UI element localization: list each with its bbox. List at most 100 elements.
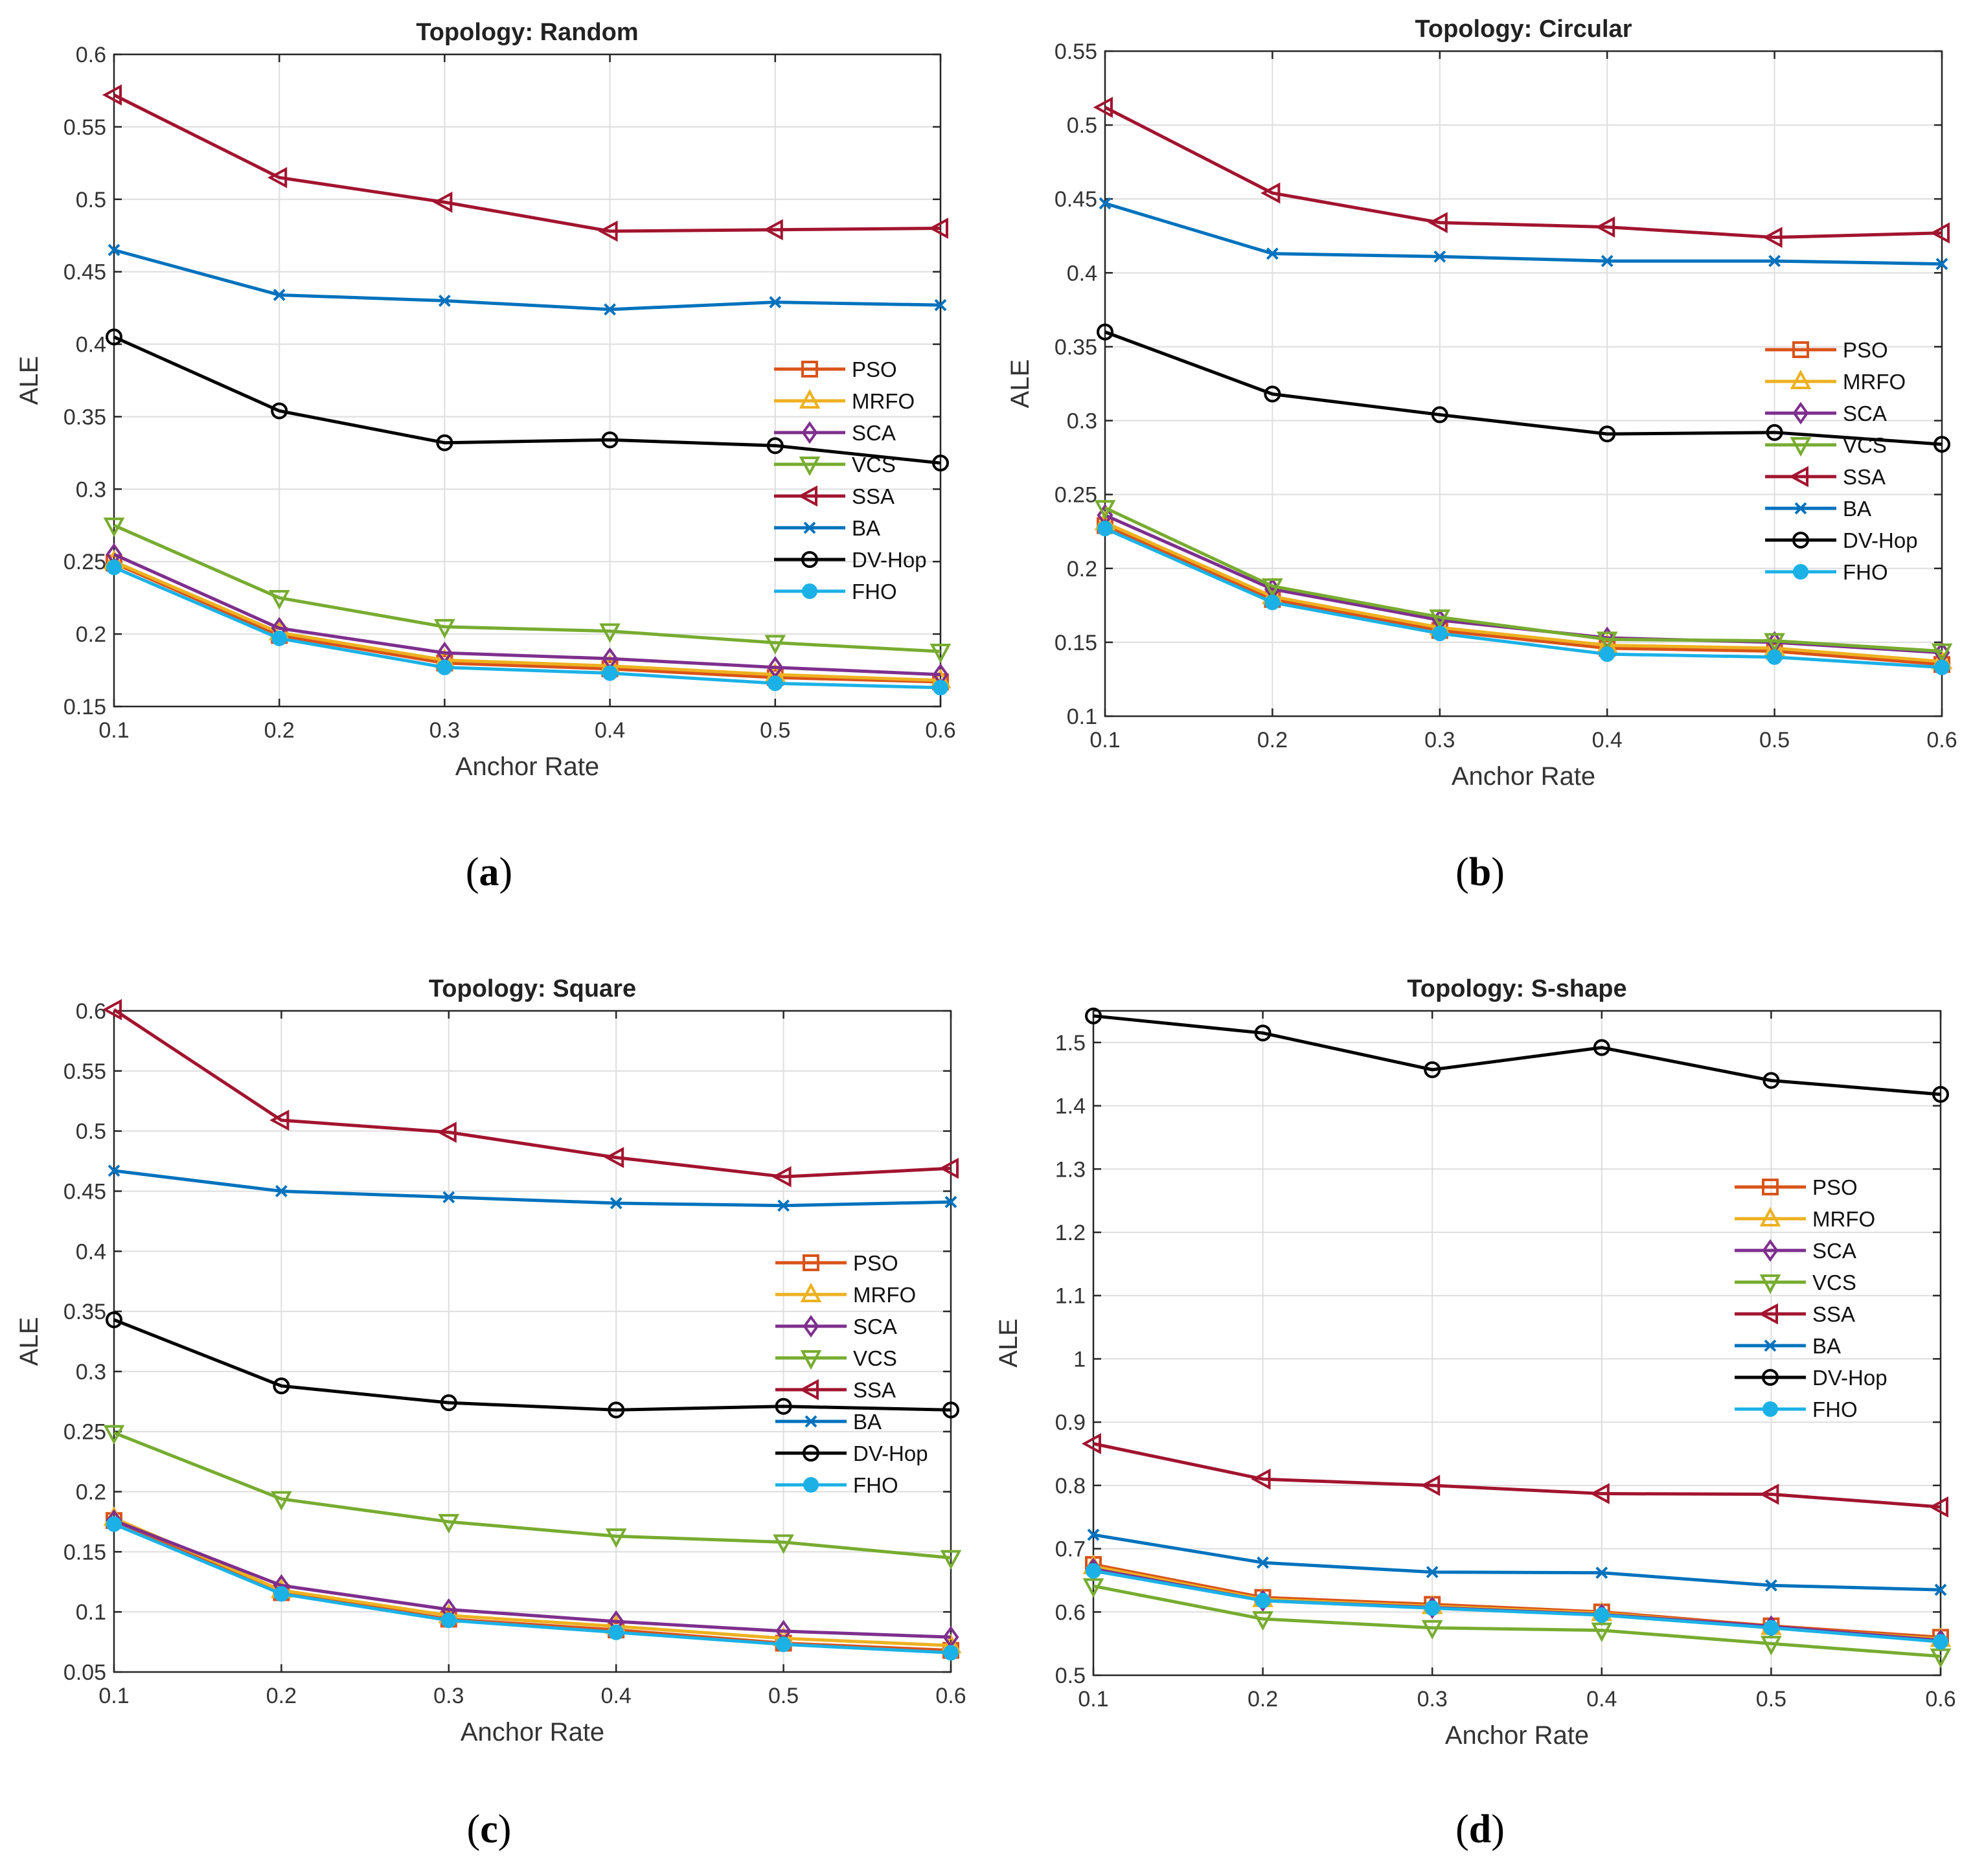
legend-marker — [1762, 1179, 1779, 1195]
legend-marker — [803, 1254, 819, 1271]
legend-marker — [801, 361, 818, 378]
legend-label: SSA — [853, 1378, 896, 1402]
chart-title: Topology: Random — [416, 19, 638, 46]
series-fho — [106, 559, 948, 695]
chart-title: Topology: Circular — [1415, 16, 1632, 43]
legend: PSO MRFO SCA VCS SSA BA DV-Hop FHO — [775, 1251, 928, 1497]
axes-box — [1092, 1010, 1942, 1677]
data-point — [1424, 1061, 1441, 1078]
data-point — [598, 220, 618, 242]
series-ba — [1099, 197, 1948, 271]
series-line — [1093, 1014, 1941, 1096]
data-point — [268, 166, 288, 188]
series-line — [1104, 106, 1943, 240]
series-line — [1104, 524, 1943, 666]
data-point — [604, 1147, 624, 1168]
y-tick-label: 0.3 — [76, 477, 106, 502]
y-tick-label: 0.6 — [76, 43, 106, 67]
data-point — [777, 1199, 790, 1212]
x-tick-label: 0.6 — [1926, 728, 1957, 752]
data-point — [273, 1586, 290, 1602]
data-point — [934, 299, 947, 311]
y-tick-label: 0.55 — [1055, 40, 1097, 64]
data-point — [1255, 1592, 1271, 1609]
series-line — [113, 1519, 952, 1639]
y-tick-label: 0.7 — [1055, 1537, 1086, 1562]
legend-marker — [1759, 1206, 1781, 1226]
data-point — [1601, 254, 1614, 267]
y-tick-label: 0.6 — [1055, 1600, 1086, 1625]
series-line — [113, 1517, 952, 1647]
series-line — [1093, 1584, 1941, 1658]
data-point — [1252, 1611, 1273, 1631]
x-tick-label: 0.2 — [266, 1684, 297, 1708]
legend-marker — [1764, 1339, 1777, 1352]
series-dv-hop — [1085, 1007, 1949, 1103]
legend-label: BA — [852, 516, 880, 540]
y-tick-label: 0.05 — [63, 1660, 106, 1685]
y-tick-label: 0.15 — [63, 695, 106, 719]
legend-marker — [799, 457, 821, 477]
legend-marker — [1788, 466, 1808, 488]
data-point — [106, 328, 122, 346]
series-ba — [108, 1164, 957, 1212]
x-tick-label: 0.5 — [760, 718, 790, 743]
data-point — [1264, 385, 1281, 403]
legend-marker — [1792, 341, 1809, 358]
data-point — [1933, 436, 1950, 453]
series-vcs — [103, 1425, 962, 1570]
series-line — [1093, 1441, 1941, 1509]
data-point — [1264, 594, 1281, 611]
y-tick-label: 0.25 — [63, 1420, 106, 1445]
x-tick-label: 0.1 — [98, 1684, 129, 1708]
legend-label: SCA — [852, 421, 896, 445]
legend-label: VCS — [852, 453, 896, 477]
legend-marker — [1790, 437, 1812, 457]
data-point — [773, 1534, 794, 1554]
legend-label: VCS — [1812, 1271, 1856, 1294]
axes-box — [113, 1010, 952, 1673]
data-point — [1930, 222, 1950, 244]
data-point — [1595, 1566, 1608, 1579]
x-axis-label: Anchor Rate — [461, 1718, 604, 1746]
legend-marker — [800, 1282, 822, 1302]
data-point — [1593, 1039, 1610, 1056]
data-point — [1097, 323, 1113, 341]
series-fho — [1097, 521, 1950, 675]
legend-label: BA — [1843, 497, 1871, 521]
y-tick-label: 0.9 — [1055, 1410, 1086, 1435]
series-line — [113, 561, 941, 684]
legend-label: PSO — [1843, 338, 1888, 362]
legend-marker — [801, 421, 818, 444]
x-tick-label: 0.5 — [1756, 1687, 1786, 1712]
series-fho — [106, 1516, 959, 1661]
data-point — [608, 1624, 624, 1640]
data-point — [268, 590, 290, 610]
legend: PSO MRFO SCA VCS SSA BA DV-Hop FHO — [1735, 1175, 1887, 1421]
data-point — [1931, 643, 1953, 663]
plot-area — [1093, 1011, 1941, 1675]
series-line — [1104, 521, 1943, 664]
data-point — [610, 1197, 622, 1210]
y-tick-label: 0.4 — [76, 333, 106, 357]
y-tick-label: 0.4 — [1067, 261, 1097, 286]
subplot-0: 0.15 0.2 0.25 0.3 0.35 0.4 0.45 0.5 0.55 0.6 0.1 0.… — [15, 19, 956, 781]
series-vcs — [1082, 1578, 1952, 1668]
legend-marker — [797, 485, 817, 507]
data-point — [1930, 1648, 1952, 1668]
y-tick-label: 1.5 — [1055, 1031, 1086, 1056]
legend-label: DV-Hop — [853, 1441, 928, 1465]
data-point — [438, 295, 451, 307]
subplot-1: 0.1 0.15 0.2 0.25 0.3 0.35 0.4 0.45 0.5 0.55 0.1 0.… — [1006, 16, 1957, 791]
y-tick-label: 0.5 — [76, 1120, 106, 1144]
x-tick-label: 0.2 — [264, 718, 295, 743]
data-point — [437, 659, 453, 675]
data-point — [1933, 1634, 1948, 1650]
y-tick-label: 0.35 — [1055, 335, 1097, 359]
x-tick-label: 0.3 — [433, 1684, 464, 1708]
series-line — [1104, 201, 1943, 266]
axes-box — [1104, 50, 1943, 718]
data-point — [108, 243, 120, 256]
y-tick-label: 0.8 — [1055, 1474, 1086, 1498]
